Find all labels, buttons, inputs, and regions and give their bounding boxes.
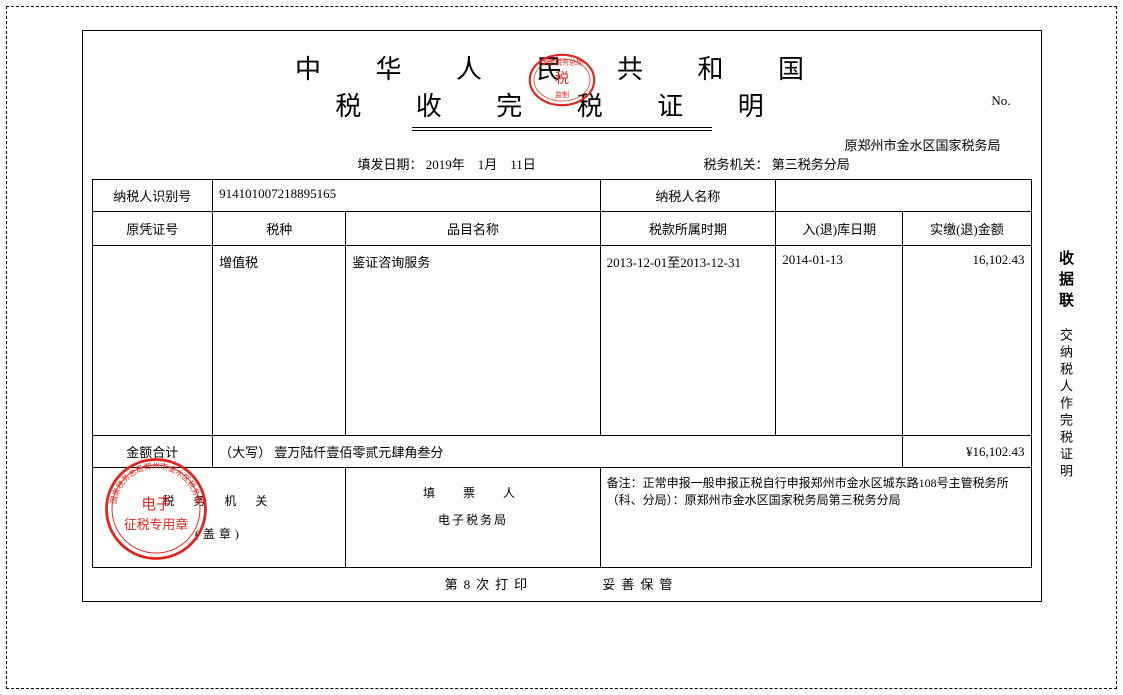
title-block: 中 华 人 民 共 和 国 税 收 完 税 证 明 国家税务总局 税 监制: [83, 31, 1041, 131]
taxpayer-id-value: 914101007218895165: [213, 180, 601, 212]
footer-right: 备注：正常申报一般申报正税自行申报郑州市金水区城东路108号主管税务所（科、分局…: [600, 468, 1031, 568]
total-label: 金额合计: [92, 436, 213, 468]
data-row: 增值税 鉴证咨询服务 2013-12-01至2013-12-31 2014-01…: [92, 246, 1031, 436]
header-row: 填发日期： 2019年 1月 11日 原郑州市金水区国家税务局 税务机关： 第三…: [83, 131, 1041, 179]
footer-mid: 填 票 人 电子税务局: [346, 468, 600, 568]
total-amount: ¥16,102.43: [903, 436, 1031, 468]
col-amount: 实缴(退)金额: [903, 212, 1031, 246]
col-period: 税款所属时期: [600, 212, 776, 246]
cell-date: 2014-01-13: [776, 246, 903, 436]
title-underline: [412, 127, 712, 131]
cell-item: 鉴证咨询服务: [346, 246, 600, 436]
authority-line1: 原郑州市金水区国家税务局: [704, 135, 1021, 154]
col-item: 品目名称: [346, 212, 600, 246]
cell-taxtype: 增值税: [213, 246, 346, 436]
fill-date-label: 填发日期：: [358, 157, 423, 172]
keep-safe: 妥善保管: [602, 577, 678, 592]
cell-period: 2013-12-01至2013-12-31: [600, 246, 776, 436]
main-table: 纳税人识别号 914101007218895165 纳税人名称 原凭证号 税种 …: [92, 179, 1032, 568]
cert-no-label: No.: [991, 93, 1010, 109]
taxpayer-name-value: [776, 180, 1031, 212]
col-date: 入(退)库日期: [776, 212, 903, 246]
side-label: 收据联 交纳税人作完税证明: [1053, 250, 1077, 481]
page: 中 华 人 民 共 和 国 税 收 完 税 证 明 国家税务总局 税 监制 No…: [0, 0, 1123, 695]
total-daxie-label: （大写）: [219, 445, 271, 460]
title-line-1: 中 华 人 民 共 和 国: [83, 49, 1041, 86]
taxpayer-id-label: 纳税人识别号: [92, 180, 213, 212]
remark-text: 正常申报一般申报正税自行申报郑州市金水区城东路108号主管税务所（科、分局）：原…: [607, 476, 1009, 507]
footer-left-line1: 税 务 机 关: [99, 492, 340, 509]
total-row: 金额合计 （大写） 壹万陆仟壹佰零贰元肆角叁分 ¥16,102.43: [92, 436, 1031, 468]
fill-date-value: 2019年 1月 11日: [426, 157, 536, 172]
title-line-2: 税 收 完 税 证 明: [83, 86, 1041, 123]
footer-row: 税 务 机 关 (盖章) 国家税务总局郑州市金水区税务局 电子 征税专用章: [92, 468, 1031, 568]
authority-label: 税务机关：: [704, 157, 769, 172]
col-voucher: 原凭证号: [92, 212, 213, 246]
tax-seal-icon: 国家税务总局郑州市金水区税务局 电子 征税专用章: [101, 454, 211, 564]
total-daxie-value: 壹万陆仟壹佰零贰元肆角叁分: [274, 445, 443, 460]
cell-voucher: [92, 246, 213, 436]
column-header-row: 原凭证号 税种 品目名称 税款所属时期 入(退)库日期 实缴(退)金额: [92, 212, 1031, 246]
certificate-frame: 中 华 人 民 共 和 国 税 收 完 税 证 明 国家税务总局 税 监制 No…: [82, 30, 1042, 602]
cell-amount: 16,102.43: [903, 246, 1031, 436]
footer-left: 税 务 机 关 (盖章) 国家税务总局郑州市金水区税务局 电子 征税专用章: [92, 468, 346, 568]
below-table: 第8次打印 妥善保管: [83, 574, 1041, 593]
footer-mid-line2: 电子税务局: [352, 511, 593, 528]
print-count: 第8次打印: [445, 577, 534, 592]
taxpayer-name-label: 纳税人名称: [600, 180, 776, 212]
taxpayer-row: 纳税人识别号 914101007218895165 纳税人名称: [92, 180, 1031, 212]
remark-label: 备注：: [607, 476, 643, 490]
side-big: 收据联: [1053, 250, 1077, 313]
footer-mid-line1: 填 票 人: [352, 484, 593, 501]
footer-left-line2: (盖章): [99, 525, 340, 542]
col-taxtype: 税种: [213, 212, 346, 246]
authority-line2: 第三税务分局: [772, 157, 850, 172]
side-small: 交纳税人作完税证明: [1058, 328, 1073, 481]
